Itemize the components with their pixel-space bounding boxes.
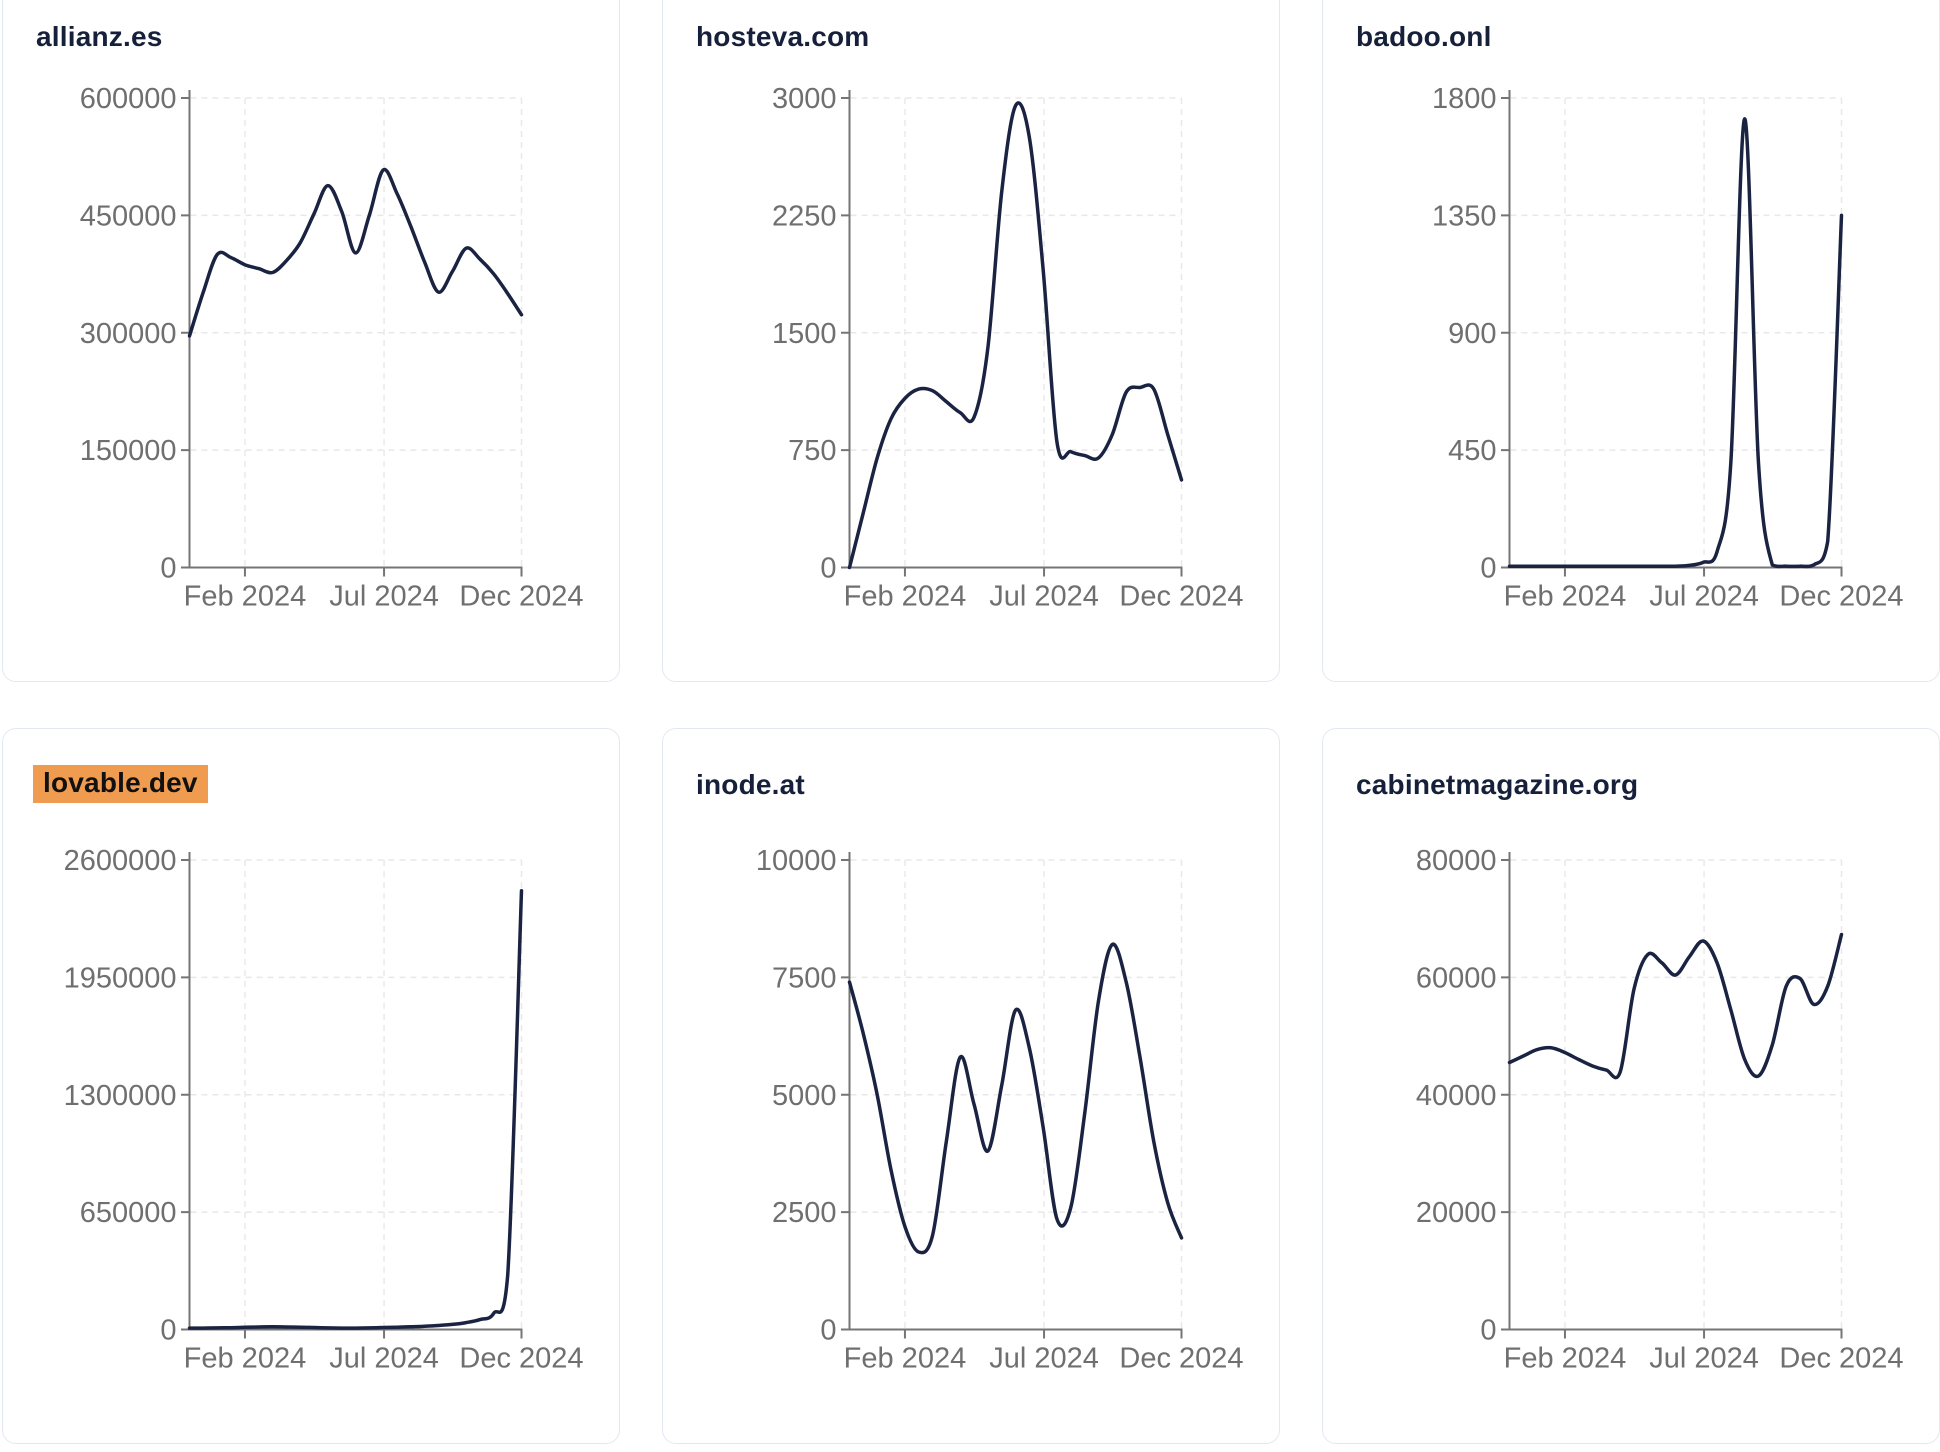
traffic-line-chart: 0 450 900 1350 1800 Feb 2024 Jul 2024 Dec 2024	[1432, 83, 1904, 613]
svg-text:750: 750	[788, 435, 836, 467]
svg-text:20000: 20000	[1416, 1197, 1497, 1229]
svg-text:Feb 2024: Feb 2024	[844, 1343, 967, 1375]
svg-text:80000: 80000	[1416, 845, 1497, 877]
domain-chart-card: hosteva.com 0 750 1500 2250 3000 Feb 2024 Jul …	[662, 0, 1280, 682]
svg-text:Jul 2024: Jul 2024	[989, 1343, 1099, 1375]
svg-text:Dec 2024: Dec 2024	[1779, 581, 1903, 613]
svg-text:Dec 2024: Dec 2024	[1119, 581, 1243, 613]
svg-text:Dec 2024: Dec 2024	[1119, 1343, 1243, 1375]
svg-text:5000: 5000	[772, 1080, 837, 1112]
traffic-line-chart: 0 2500 5000 7500 10000 Feb 2024 Jul 2024 Dec 20…	[756, 845, 1244, 1375]
svg-text:7500: 7500	[772, 962, 837, 994]
svg-text:10000: 10000	[756, 845, 837, 877]
svg-text:2600000: 2600000	[64, 845, 177, 877]
svg-text:Jul 2024: Jul 2024	[1649, 1343, 1759, 1375]
svg-text:2250: 2250	[772, 200, 837, 232]
svg-text:1500: 1500	[772, 318, 837, 350]
domain-title: hosteva.com	[696, 21, 870, 52]
svg-text:Feb 2024: Feb 2024	[1504, 581, 1627, 613]
svg-text:0: 0	[160, 1315, 176, 1347]
svg-text:1800: 1800	[1432, 83, 1497, 115]
svg-text:900: 900	[1448, 318, 1496, 350]
svg-text:Jul 2024: Jul 2024	[989, 581, 1099, 613]
svg-text:Feb 2024: Feb 2024	[844, 581, 967, 613]
svg-text:450: 450	[1448, 435, 1496, 467]
domain-chart-card: lovable.dev 0 650000 1300000 1950000 2600000…	[2, 728, 620, 1444]
traffic-line-chart: 0 150000 300000 450000 600000 Feb 2024 Jul 202…	[80, 83, 584, 613]
svg-text:Feb 2024: Feb 2024	[184, 581, 307, 613]
domain-title: allianz.es	[36, 21, 163, 52]
traffic-line-chart: 0 650000 1300000 1950000 2600000 Feb 2024 Jul …	[64, 845, 584, 1375]
domain-chart-card: inode.at 0 2500 5000 7500 10000 Feb 2024 Jul 2…	[662, 728, 1280, 1444]
svg-text:Dec 2024: Dec 2024	[459, 1343, 583, 1375]
svg-text:600000: 600000	[80, 83, 177, 115]
domain-title: cabinetmagazine.org	[1356, 769, 1639, 800]
svg-text:1350: 1350	[1432, 200, 1497, 232]
svg-text:450000: 450000	[80, 200, 177, 232]
svg-text:Feb 2024: Feb 2024	[184, 1343, 307, 1375]
svg-text:Jul 2024: Jul 2024	[1649, 581, 1759, 613]
svg-text:0: 0	[820, 1315, 836, 1347]
svg-text:3000: 3000	[772, 83, 837, 115]
svg-text:Feb 2024: Feb 2024	[1504, 1343, 1627, 1375]
domain-chart-card: cabinetmagazine.org 0 20000 40000 60000 8000…	[1322, 728, 1940, 1444]
svg-text:40000: 40000	[1416, 1080, 1497, 1112]
svg-text:0: 0	[160, 553, 176, 585]
domain-chart-card: badoo.onl 0 450 900 1350 1800 Feb 2024 Jul 202…	[1322, 0, 1940, 682]
svg-text:60000: 60000	[1416, 962, 1497, 994]
svg-text:1950000: 1950000	[64, 962, 177, 994]
domain-title-highlighted: lovable.dev	[33, 765, 208, 803]
svg-text:1300000: 1300000	[64, 1080, 177, 1112]
svg-text:Jul 2024: Jul 2024	[329, 1343, 439, 1375]
svg-text:Dec 2024: Dec 2024	[459, 581, 583, 613]
svg-text:0: 0	[820, 553, 836, 585]
svg-text:0: 0	[1480, 553, 1496, 585]
domain-title: inode.at	[696, 769, 805, 800]
svg-text:Jul 2024: Jul 2024	[329, 581, 439, 613]
svg-text:0: 0	[1480, 1315, 1496, 1347]
traffic-line-chart: 0 20000 40000 60000 80000 Feb 2024 Jul 2024 Dec…	[1416, 845, 1904, 1375]
svg-text:300000: 300000	[80, 318, 177, 350]
svg-text:150000: 150000	[80, 435, 177, 467]
svg-text:Dec 2024: Dec 2024	[1779, 1343, 1903, 1375]
domain-chart-card: allianz.es 0 150000 300000 450000 600000 Feb …	[2, 0, 620, 682]
traffic-line-chart: 0 750 1500 2250 3000 Feb 2024 Jul 2024 Dec 2024	[772, 83, 1244, 613]
svg-text:2500: 2500	[772, 1197, 837, 1229]
svg-text:650000: 650000	[80, 1197, 177, 1229]
domain-title: badoo.onl	[1356, 21, 1492, 52]
